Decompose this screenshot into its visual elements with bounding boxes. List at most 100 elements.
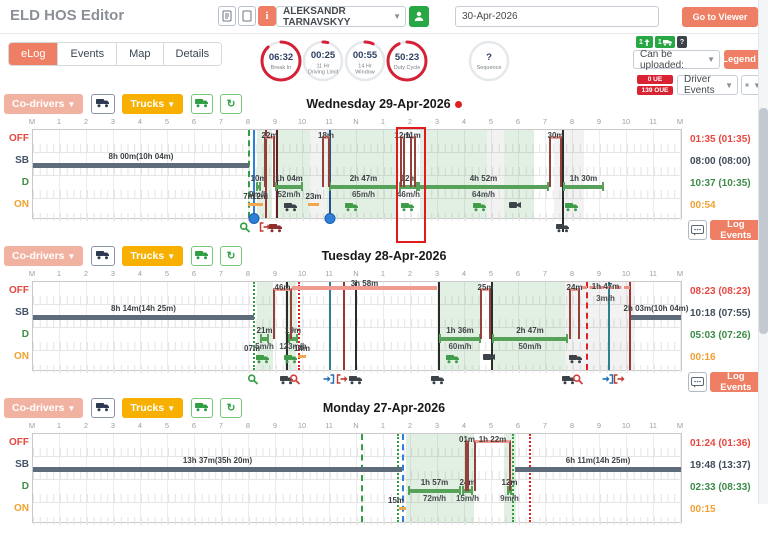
in-icon[interactable]: [602, 374, 614, 384]
off-pulse-segment[interactable]: 01m: [459, 435, 475, 491]
duty-segment[interactable]: 1h 57m 72m/h: [408, 478, 461, 503]
duty-segment[interactable]: [248, 203, 263, 206]
in-icon[interactable]: [323, 374, 335, 384]
duty-segment[interactable]: 4h 52m 64m/h: [418, 174, 549, 199]
duty-segment[interactable]: 2h 47m 65m/h: [329, 174, 398, 199]
co-drivers-button[interactable]: Co-drivers ▼: [4, 246, 84, 266]
truck-icon[interactable]: [345, 201, 359, 212]
go-to-viewer-button[interactable]: Go to Viewer: [682, 7, 758, 27]
off-pulse-segment[interactable]: 1h 22m: [474, 435, 511, 491]
off-pulse-segment[interactable]: 18m: [318, 131, 334, 187]
duty-segment[interactable]: 2h 03m(10h 04m): [624, 304, 688, 320]
duty-segment[interactable]: 19m 123m/h: [279, 326, 307, 351]
note-button[interactable]: [238, 6, 256, 26]
duty-segment[interactable]: 23m: [305, 192, 322, 206]
magnifier-icon[interactable]: [247, 374, 259, 385]
off-pulse-segment[interactable]: 22m: [261, 131, 278, 187]
out-icon[interactable]: [336, 374, 348, 384]
truck-icon[interactable]: [569, 353, 583, 364]
magnifier-icon[interactable]: [289, 374, 301, 385]
add-truck-button[interactable]: [190, 246, 213, 266]
chart-grid[interactable]: [32, 281, 682, 373]
document-button[interactable]: [218, 6, 236, 26]
duty-segment[interactable]: [298, 355, 306, 358]
duty-segment[interactable]: 10m 9m/h: [249, 174, 268, 199]
hour-tick-label: 5: [164, 421, 170, 430]
truck-icon[interactable]: [269, 222, 283, 233]
truck-filter-button[interactable]: [90, 246, 115, 266]
refresh-button[interactable]: ↻: [220, 398, 243, 418]
vertical-scrollbar[interactable]: [758, 0, 768, 504]
camera-icon[interactable]: [483, 353, 495, 361]
driver-select[interactable]: ALEKSANDR TARNAVSKYY ▼: [276, 6, 406, 28]
refresh-button[interactable]: ↻: [220, 246, 243, 266]
truck-icon[interactable]: [431, 374, 445, 385]
off-pulse-segment[interactable]: 25m: [477, 283, 494, 339]
trucks-button[interactable]: Trucks ▼: [122, 94, 184, 114]
off-pulse-segment[interactable]: 30m: [547, 131, 564, 187]
refresh-button[interactable]: ↻: [220, 94, 243, 114]
event-count-badges: 0 UE 139 OUE: [637, 75, 673, 97]
alert-button[interactable]: i: [258, 6, 276, 26]
can-be-uploaded-select[interactable]: Can be uploaded: ▼: [633, 49, 720, 71]
off-pulse-segment[interactable]: 12m: [394, 131, 411, 187]
row-label-on: ON: [14, 503, 29, 514]
scrollbar-thumb[interactable]: [759, 108, 768, 334]
duty-segment[interactable]: 1h 04m 52m/h: [275, 174, 303, 199]
duty-segment[interactable]: 2h 47m 50m/h: [492, 326, 568, 351]
truck-icon[interactable]: [401, 201, 415, 212]
truck-icon[interactable]: [280, 374, 294, 385]
truck-icon[interactable]: [349, 374, 363, 385]
duty-segment[interactable]: [399, 507, 406, 510]
duty-segment[interactable]: 21m 5m/h: [255, 326, 274, 351]
date-input[interactable]: [455, 6, 659, 27]
magnifier-icon[interactable]: [572, 374, 584, 385]
trucks-button[interactable]: Trucks ▼: [122, 246, 184, 266]
trucks-button[interactable]: Trucks ▼: [122, 398, 184, 418]
truck-icon[interactable]: [284, 353, 298, 364]
truck-filter-button[interactable]: [90, 398, 115, 418]
duty-segment[interactable]: 6h 11m(14h 25m): [515, 456, 681, 472]
tab-map[interactable]: Map: [117, 43, 164, 65]
duty-segment[interactable]: 1h 47m 3m/h: [581, 282, 630, 303]
co-drivers-button[interactable]: Co-drivers ▼: [4, 94, 84, 114]
driver-action-button[interactable]: [409, 6, 429, 27]
truck-icon[interactable]: [556, 222, 570, 233]
event-marker-line: [629, 282, 631, 370]
co-drivers-button[interactable]: Co-drivers ▼: [4, 398, 84, 418]
camera-icon[interactable]: [509, 201, 521, 209]
truck-icon[interactable]: [446, 353, 460, 364]
duty-segment[interactable]: 3h 58m: [292, 279, 437, 290]
comments-button[interactable]: [688, 372, 707, 392]
upload-badges: 1 1?: [636, 36, 688, 48]
duty-segment[interactable]: 1h 30m: [563, 174, 604, 191]
tab-events[interactable]: Events: [58, 43, 118, 65]
chart-grid[interactable]: [32, 129, 682, 221]
hour-tick-label: 1: [380, 421, 386, 430]
comments-button[interactable]: [688, 220, 707, 240]
tab-elog[interactable]: eLog: [9, 43, 59, 65]
truck-icon[interactable]: [565, 201, 579, 212]
dot-icon[interactable]: [324, 213, 336, 224]
tab-details[interactable]: Details: [163, 43, 222, 65]
hour-tick-label: 8: [245, 269, 251, 278]
truck-icon[interactable]: [562, 374, 576, 385]
driver-events-select[interactable]: Driver Events ▼: [677, 74, 738, 96]
duty-segment[interactable]: 1h 36m 60m/h: [439, 326, 481, 351]
truck-icon[interactable]: [284, 201, 298, 212]
off-pulse-segment[interactable]: 46m: [273, 283, 292, 339]
truck-icon[interactable]: [256, 353, 270, 364]
truck-filter-button[interactable]: [90, 94, 115, 114]
off-pulse-segment[interactable]: 11m: [405, 131, 421, 187]
add-truck-button[interactable]: [190, 94, 213, 114]
out-icon[interactable]: [613, 374, 625, 384]
dot-icon[interactable]: [248, 213, 260, 224]
off-pulse-segment[interactable]: 24m: [566, 283, 583, 339]
svg-text:14 Hr: 14 Hr: [358, 64, 372, 70]
duty-segment[interactable]: 8h 00m(10h 04m): [33, 152, 249, 168]
magnifier-icon[interactable]: [239, 222, 251, 233]
duty-segment[interactable]: 8h 14m(14h 25m): [33, 304, 254, 320]
add-truck-button[interactable]: [190, 398, 213, 418]
truck-icon[interactable]: [473, 201, 487, 212]
duty-segment[interactable]: 13h 37m(35h 20m): [33, 456, 402, 472]
